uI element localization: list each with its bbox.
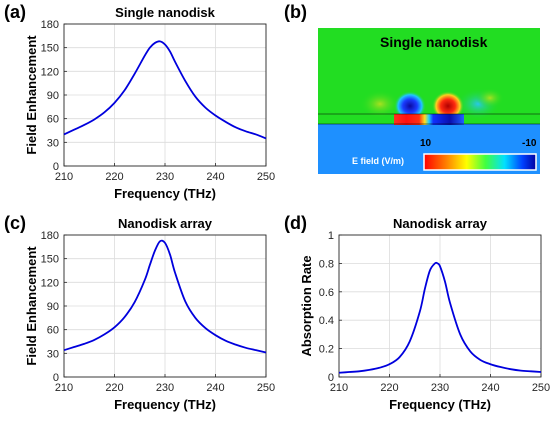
chart-array-absorption: 210 220 230 240 250 0 0.2 0.4 0.6 0.8 1 Nanodisk ar… (299, 216, 550, 412)
y-tick-label: 30 (47, 137, 59, 149)
field-lobe-negative (394, 91, 426, 121)
y-tick-label: 180 (41, 19, 59, 31)
y-tick-label: 0.4 (319, 315, 334, 327)
y-tick-label: 180 (41, 230, 59, 242)
chart-array-field: 210 220 230 240 250 0 30 60 90 120 150 180 Nanodisk … (24, 216, 275, 412)
y-tick-label: 1 (328, 230, 334, 242)
grid (63, 234, 267, 378)
x-tick-label: 210 (55, 382, 73, 394)
colorbar-max-label: 10 (420, 138, 432, 149)
x-tick-label: 230 (431, 382, 449, 394)
x-tick-label: 220 (105, 171, 123, 183)
x-tick-label: 210 (55, 171, 73, 183)
field-lobe-positive (432, 91, 464, 121)
y-tick-label: 0 (53, 372, 59, 384)
panel-label-c: (c) (4, 213, 26, 233)
x-tick-label: 220 (380, 382, 398, 394)
y-axis-label: Field Enhancement (24, 35, 39, 155)
panel-label-d: (d) (284, 213, 307, 233)
colorbar-title: E field (V/m) (352, 156, 405, 166)
y-tick-label: 60 (47, 325, 59, 337)
x-axis-label: Frequency (THz) (114, 186, 216, 201)
x-tick-label: 250 (257, 382, 275, 394)
y-tick-label: 150 (41, 254, 59, 266)
x-axis-label: Frequency (THz) (389, 397, 491, 412)
y-tick-label: 0 (53, 161, 59, 173)
y-tick-label: 150 (41, 43, 59, 55)
x-tick-label: 240 (481, 382, 499, 394)
colorbar (423, 153, 537, 171)
x-tick-label: 210 (330, 382, 348, 394)
x-tick-label: 240 (206, 171, 224, 183)
x-tick-label: 220 (105, 382, 123, 394)
y-tick-label: 120 (41, 277, 59, 289)
y-tick-label: 0.8 (319, 258, 334, 270)
y-axis-label: Absorption Rate (299, 255, 314, 356)
chart-title: Nanodisk array (393, 216, 488, 231)
series-line (63, 239, 267, 354)
colorbar-min-label: -10 (522, 138, 537, 149)
nanodisk (394, 114, 464, 125)
x-tick-label: 250 (532, 382, 550, 394)
y-tick-label: 120 (41, 66, 59, 78)
panel-label-a: (a) (4, 2, 26, 22)
field-map-image: Single nanodisk 10 -10 E field (V/m) (318, 28, 540, 174)
grid (338, 234, 542, 378)
x-tick-label: 230 (156, 171, 174, 183)
y-tick-label: 0.6 (319, 287, 334, 299)
chart-title: Single nanodisk (115, 5, 215, 20)
y-tick-label: 30 (47, 348, 59, 360)
chart-title: Nanodisk array (118, 216, 213, 231)
panel-label-b: (b) (284, 2, 307, 22)
x-axis-label: Frequency (THz) (114, 397, 216, 412)
y-tick-label: 90 (47, 90, 59, 102)
y-tick-label: 90 (47, 301, 59, 313)
x-tick-label: 230 (156, 382, 174, 394)
y-tick-label: 60 (47, 114, 59, 126)
series-line (63, 40, 267, 140)
y-tick-label: 0 (328, 372, 334, 384)
field-map-title: Single nanodisk (380, 34, 488, 50)
y-tick-label: 0.2 (319, 344, 334, 356)
series-line (338, 261, 542, 374)
chart-single-nanodisk-field: 210 220 230 240 250 0 30 60 90 120 150 180 Single na… (24, 5, 275, 201)
x-tick-label: 240 (206, 382, 224, 394)
x-tick-label: 250 (257, 171, 275, 183)
y-axis-label: Field Enhancement (24, 246, 39, 366)
